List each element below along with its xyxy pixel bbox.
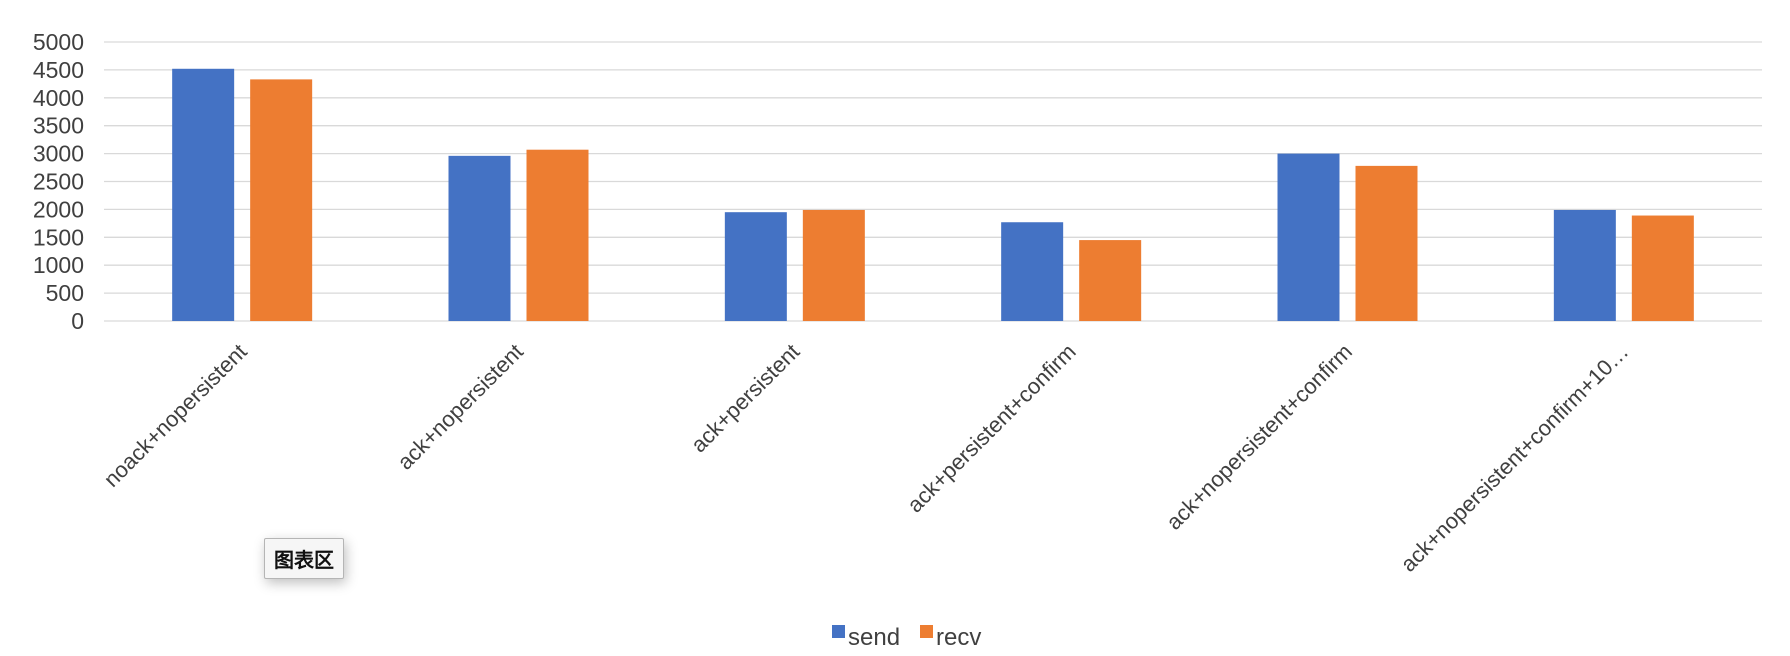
legend-label-recv: recv [936,624,981,651]
y-tick-label: 4500 [33,57,84,83]
y-tick-label: 0 [71,308,84,334]
bar-send[interactable] [1553,209,1616,321]
y-tick-label: 4000 [33,85,84,111]
legend-swatch-recv [920,625,933,638]
bar-recv[interactable] [526,149,589,321]
bar-send[interactable] [448,155,511,321]
bar-send[interactable] [1001,222,1064,321]
bar-recv[interactable] [1079,240,1142,321]
y-tick-label: 1500 [33,224,84,250]
legend-label-send: send [848,624,900,651]
bar-send[interactable] [724,212,787,321]
x-category-label: ack+persistent+confirm [902,339,1081,518]
y-tick-label: 1000 [33,252,84,278]
bar-send[interactable] [172,68,235,321]
y-tick-label: 5000 [33,29,84,55]
x-category-label: ack+nopersistent+confirm [1161,339,1357,535]
y-tick-label: 2000 [33,196,84,222]
bar-recv[interactable] [802,209,865,321]
x-category-label: ack+nopersistent+confirm+10… [1396,339,1634,577]
gridlines [104,41,1762,322]
chart-area-tooltip: 图表区 [264,538,344,579]
bar-send[interactable] [1277,153,1340,321]
bars [172,68,1694,321]
bar-recv[interactable] [250,79,313,321]
x-category-label: ack+nopersistent [392,339,528,475]
y-tick-label: 3500 [33,113,84,139]
x-category-label: ack+persistent [686,339,804,457]
bar-recv[interactable] [1631,215,1694,321]
legend-swatch-send [832,625,845,638]
x-category-label: noack+nopersistent [99,339,252,492]
bar-recv[interactable] [1355,165,1418,321]
y-tick-label: 2500 [33,169,84,195]
y-tick-label: 500 [46,280,84,306]
y-tick-label: 3000 [33,141,84,167]
legend: send recv [832,624,981,651]
